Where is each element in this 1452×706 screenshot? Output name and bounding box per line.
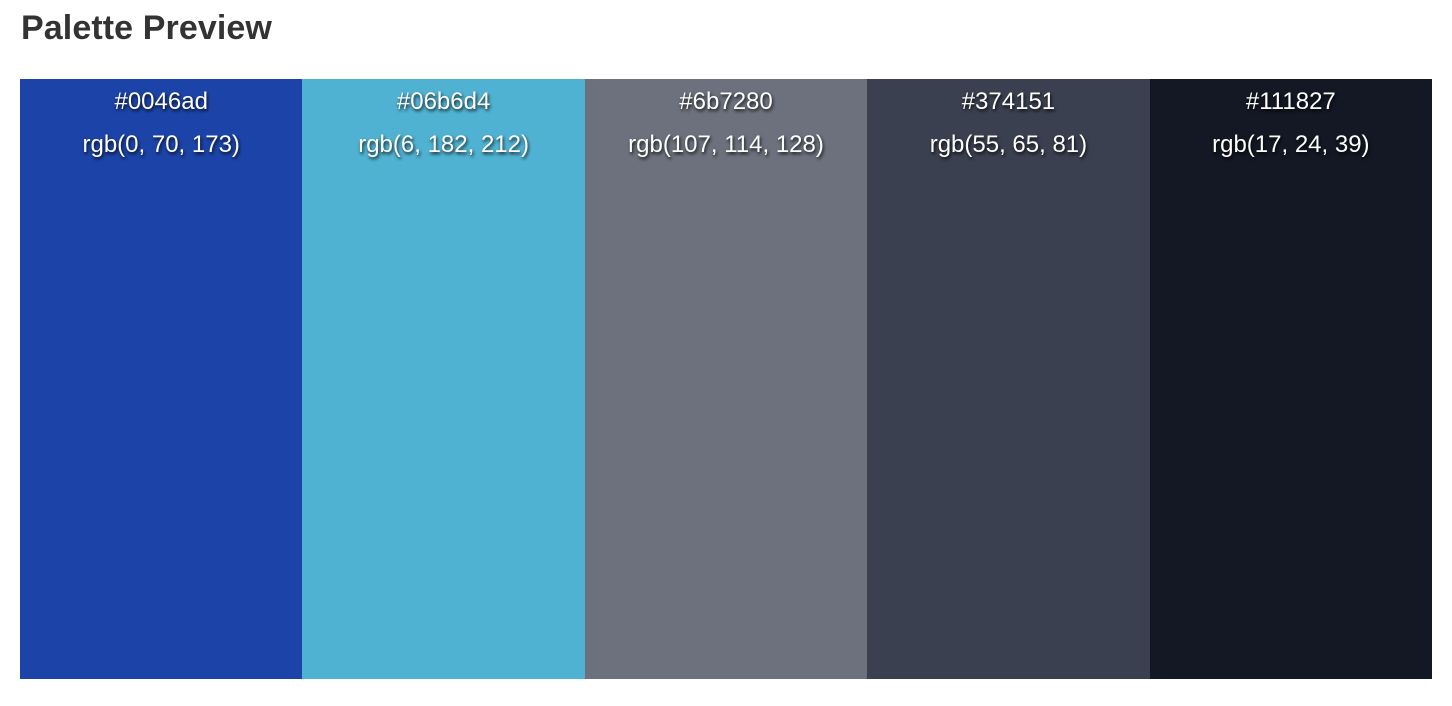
color-swatch-4[interactable]: #374151 rgb(55, 65, 81) <box>867 79 1150 679</box>
swatch-hex-label: #0046ad <box>114 88 208 115</box>
palette-strip: #0046ad rgb(0, 70, 173) #06b6d4 rgb(6, 1… <box>20 79 1433 679</box>
swatch-hex-label: #111827 <box>1245 88 1336 115</box>
swatch-rgb-label: rgb(55, 65, 81) <box>929 131 1088 158</box>
swatch-rgb-label: rgb(6, 182, 212) <box>358 131 529 158</box>
swatch-hex-label: #6b7280 <box>679 88 773 115</box>
swatch-hex-label: #06b6d4 <box>396 88 491 115</box>
swatch-hex-label: #374151 <box>961 88 1056 115</box>
page-title: Palette Preview <box>21 9 272 47</box>
color-swatch-5[interactable]: #111827 rgb(17, 24, 39) <box>1149 79 1433 679</box>
swatch-rgb-label: rgb(17, 24, 39) <box>1212 131 1370 158</box>
color-swatch-3[interactable]: #6b7280 rgb(107, 114, 128) <box>584 79 868 679</box>
swatch-rgb-label: rgb(107, 114, 128) <box>628 131 824 158</box>
swatch-rgb-label: rgb(0, 70, 173) <box>82 131 240 158</box>
color-swatch-1[interactable]: #0046ad rgb(0, 70, 173) <box>20 79 303 679</box>
color-swatch-2[interactable]: #06b6d4 rgb(6, 182, 212) <box>302 79 585 679</box>
